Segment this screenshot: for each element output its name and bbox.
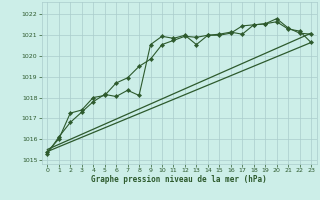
X-axis label: Graphe pression niveau de la mer (hPa): Graphe pression niveau de la mer (hPa)	[91, 175, 267, 184]
